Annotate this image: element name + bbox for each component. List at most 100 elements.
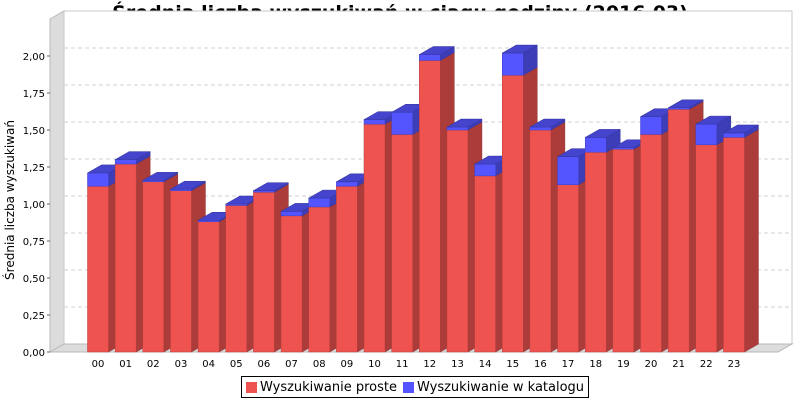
x-tick-label: 06: [258, 359, 271, 370]
x-tick-label: 09: [340, 359, 353, 370]
x-tick-label: 12: [423, 359, 436, 370]
bar-simple-search-side: [744, 128, 759, 353]
bar-top-face: [584, 129, 622, 138]
bar-simple-search: [336, 185, 358, 353]
y-tick-label: 1,25: [23, 163, 45, 174]
y-tick-label: 2,00: [23, 52, 45, 63]
bar-simple-search: [557, 184, 579, 353]
bar-catalog-search: [280, 211, 303, 217]
x-tick-label: 18: [589, 359, 602, 370]
x-tick-label: 19: [617, 359, 630, 370]
bar-simple-search: [419, 60, 441, 353]
y-axis-label: Średnia liczba wyszukiwań: [2, 120, 17, 280]
x-tick-label: 04: [202, 359, 215, 370]
y-tick-label: 0,25: [23, 311, 45, 322]
x-tick-label: 00: [92, 359, 105, 370]
x-tick-label: 11: [396, 359, 409, 370]
bar-simple-search: [197, 221, 220, 353]
bar-simple-search: [723, 137, 745, 353]
bar-catalog-search: [723, 132, 745, 138]
y-tick-label: 0,50: [23, 274, 45, 285]
x-tick-label: 07: [285, 359, 298, 370]
bar-simple-search: [391, 134, 413, 353]
bar-simple-search: [225, 205, 247, 353]
bar-top-face: [528, 118, 566, 128]
bar-simple-search: [114, 163, 137, 353]
legend: Wyszukiwanie proste Wyszukiwanie w katal…: [241, 376, 590, 398]
bar-catalog-search: [363, 119, 386, 125]
x-tick-label: 22: [700, 359, 713, 370]
bar-simple-search: [529, 129, 552, 353]
bar-catalog-search: [87, 172, 109, 187]
x-tick-label: 17: [562, 359, 575, 370]
bar-catalog-search: [557, 156, 579, 186]
legend-label-simple-search: Wyszukiwanie proste: [260, 379, 398, 395]
legend-item-catalog-search: Wyszukiwanie w katalogu: [403, 380, 584, 395]
x-tick-label: 13: [451, 359, 464, 370]
bar-simple-search: [170, 190, 192, 353]
bar-top-face: [501, 44, 539, 54]
x-tick-label: 20: [645, 359, 658, 370]
bar-simple-search: [446, 129, 469, 353]
bar-top-face: [252, 182, 290, 191]
bar-catalog-search: [114, 159, 137, 165]
bar-simple-search: [142, 181, 165, 353]
y-tick-label: 0,00: [23, 348, 45, 359]
bar-catalog-search: [695, 123, 718, 146]
bars: [86, 44, 760, 353]
legend-label-catalog-search: Wyszukiwanie w katalogu: [417, 379, 585, 395]
bar-catalog-search: [529, 126, 552, 131]
bar-top-face: [722, 124, 760, 134]
bar-simple-search: [308, 206, 330, 353]
x-tick-label: 08: [313, 359, 326, 370]
bar-top-face: [169, 180, 207, 190]
bar-top-face: [667, 99, 705, 109]
y-tick-label: 1,50: [23, 126, 45, 137]
y-tick-label: 1,75: [23, 89, 45, 100]
bar-simple-search: [612, 148, 635, 353]
plot-side-wall: [49, 10, 65, 353]
x-tick-label: 16: [534, 359, 547, 370]
bar-simple-search: [640, 134, 662, 353]
bar-simple-search: [584, 151, 607, 353]
x-tick-label: 02: [147, 359, 160, 370]
legend-swatch-simple-search: [246, 381, 257, 393]
x-tick-label: 21: [672, 359, 685, 370]
x-tick-label: 01: [119, 359, 132, 370]
bar-catalog-search: [474, 163, 496, 177]
bar-simple-search: [695, 144, 718, 353]
y-tick-label: 1,00: [23, 200, 45, 211]
x-tick-label: 23: [728, 359, 741, 370]
x-tick-label: 03: [175, 359, 188, 370]
bar-simple-search: [253, 191, 275, 353]
legend-swatch-catalog-search: [403, 381, 415, 393]
x-tick-label: 14: [479, 359, 492, 370]
bar-top-face: [418, 46, 456, 55]
bar-simple-search: [474, 175, 496, 353]
bar-simple-search: [87, 185, 109, 353]
bar-catalog-search: [502, 52, 524, 76]
x-tick-label: 05: [230, 359, 243, 370]
bar-simple-search: [280, 215, 303, 353]
bar-catalog-search: [391, 111, 413, 135]
y-axis-ticks: 0,00 0,25 0,50 0,75 1,00 1,25 1,50 1,75 2,00: [23, 52, 50, 359]
bar-catalog-search: [640, 116, 662, 135]
bar-catalog-search: [446, 126, 469, 131]
x-tick-label: 15: [506, 359, 519, 370]
x-tick-label: 10: [368, 359, 381, 370]
x-axis-ticks: 00 01 02 03 04 05 06 07 08 09 10 11 12 13 14 15 16 17 18 19…: [92, 359, 741, 370]
legend-item-simple-search: Wyszukiwanie proste: [246, 380, 397, 395]
bar-top-face: [114, 151, 152, 160]
bar-top-face: [141, 172, 179, 181]
bar-catalog-search: [584, 137, 607, 153]
bar-catalog-search: [336, 181, 358, 187]
bar-simple-search: [363, 123, 386, 353]
bar-group: [722, 124, 760, 353]
bar-catalog-search: [308, 197, 330, 208]
y-tick-label: 0,75: [23, 237, 45, 248]
bar-top-face: [694, 115, 732, 125]
bar-catalog-search: [419, 54, 441, 61]
bar-top-face: [446, 118, 483, 128]
